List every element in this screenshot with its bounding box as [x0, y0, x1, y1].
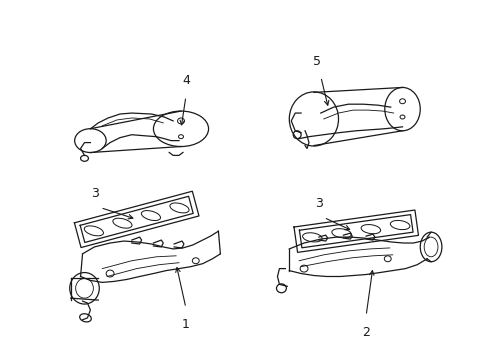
- Text: 3: 3: [314, 197, 322, 210]
- Text: 5: 5: [312, 55, 320, 68]
- Text: 3: 3: [91, 187, 99, 200]
- Text: 4: 4: [182, 75, 189, 87]
- Text: 2: 2: [362, 326, 369, 339]
- Text: 1: 1: [182, 318, 189, 331]
